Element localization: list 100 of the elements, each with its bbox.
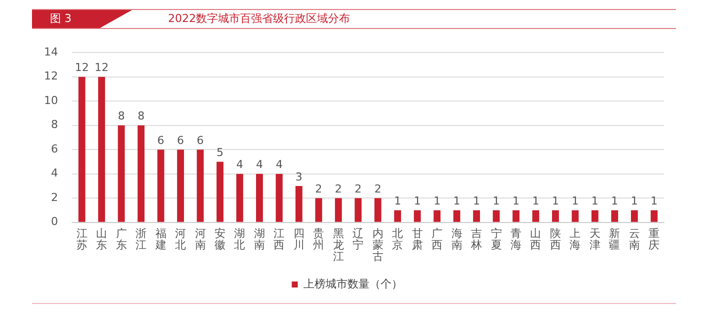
bar xyxy=(177,150,184,222)
x-tick-label: 山东 xyxy=(96,226,108,252)
data-label: 6 xyxy=(177,134,184,147)
data-label: 3 xyxy=(295,170,302,184)
x-tick-label: 福建 xyxy=(154,226,166,252)
bar xyxy=(256,174,263,222)
x-tick-label: 湖南 xyxy=(254,226,265,252)
data-label: 2 xyxy=(354,182,362,196)
x-tick-label: 上海 xyxy=(570,226,581,252)
bar xyxy=(374,198,382,222)
x-tick-label: 四川 xyxy=(293,226,304,252)
x-tick-label: 宁夏 xyxy=(490,226,502,252)
bar xyxy=(315,198,322,222)
x-tick-label: 吉林 xyxy=(470,226,482,252)
data-label: 1 xyxy=(611,194,618,208)
data-label: 12 xyxy=(74,61,89,74)
y-tick-label: 0 xyxy=(50,215,58,228)
x-tick-label: 贵州 xyxy=(313,226,324,252)
bar xyxy=(611,210,618,222)
data-label: 1 xyxy=(532,194,540,208)
data-label: 8 xyxy=(138,110,145,123)
data-label: 5 xyxy=(216,146,224,160)
bar xyxy=(434,210,441,222)
x-tick-label: 江苏 xyxy=(76,226,88,252)
y-tick-label: 14 xyxy=(44,45,58,58)
bar xyxy=(591,210,598,222)
bar xyxy=(532,210,540,222)
data-label: 12 xyxy=(94,61,109,74)
bar xyxy=(118,125,125,222)
x-tick-label: 内蒙古 xyxy=(372,226,384,264)
data-label: 4 xyxy=(256,158,263,172)
bar xyxy=(78,76,86,222)
x-tick-label: 黑龙江 xyxy=(332,226,344,264)
bar xyxy=(492,210,500,222)
data-label: 6 xyxy=(157,134,164,147)
x-tick-label: 天津 xyxy=(589,226,600,252)
x-tick-label: 安徽 xyxy=(214,226,226,252)
bar xyxy=(512,210,520,222)
data-label: 8 xyxy=(118,110,125,123)
bar xyxy=(354,198,362,222)
data-label: 4 xyxy=(276,158,283,172)
bar xyxy=(295,186,302,222)
x-tick-label: 湖北 xyxy=(234,226,246,252)
x-tick-label: 海南 xyxy=(451,226,462,252)
x-tick-label: 云南 xyxy=(628,226,640,252)
bar xyxy=(473,210,480,222)
data-label: 4 xyxy=(236,158,244,172)
bar xyxy=(394,210,402,222)
x-tick-label: 山西 xyxy=(530,226,542,252)
bar xyxy=(334,198,342,222)
data-label: 2 xyxy=(374,182,382,196)
bar xyxy=(157,150,164,222)
y-tick-label: 2 xyxy=(50,190,58,204)
x-tick-label: 青海 xyxy=(510,226,522,252)
data-label: 1 xyxy=(591,194,598,208)
data-label: 1 xyxy=(650,194,658,208)
bar xyxy=(572,210,579,222)
x-tick-label: 河南 xyxy=(194,226,206,252)
x-tick-label: 北京 xyxy=(392,226,404,252)
x-tick-label: 江西 xyxy=(274,226,285,252)
data-label: 1 xyxy=(434,194,441,208)
data-label: 1 xyxy=(453,194,460,208)
bar xyxy=(216,162,224,222)
bar xyxy=(453,210,460,222)
caption: 图 3 xyxy=(32,10,100,28)
bar xyxy=(138,125,145,222)
bar xyxy=(630,210,638,222)
x-tick-label: 浙江 xyxy=(136,226,147,252)
data-label: 2 xyxy=(315,182,322,196)
data-label: 6 xyxy=(196,134,204,147)
y-tick-label: 10 xyxy=(44,94,58,107)
data-label: 1 xyxy=(630,194,638,208)
y-tick-label: 12 xyxy=(44,70,58,83)
bar xyxy=(414,210,421,222)
bar xyxy=(552,210,559,222)
x-tick-label: 河北 xyxy=(175,226,186,252)
bar xyxy=(196,150,204,222)
bar xyxy=(276,174,283,222)
data-label: 1 xyxy=(572,194,579,208)
bar xyxy=(236,174,244,222)
data-label: 1 xyxy=(492,194,500,208)
x-tick-label: 陕西 xyxy=(550,226,561,252)
y-tick-label: 6 xyxy=(50,142,58,156)
data-label: 1 xyxy=(414,194,421,208)
y-tick-label: 4 xyxy=(50,166,58,180)
data-label: 1 xyxy=(473,194,480,208)
x-tick-label: 甘肃 xyxy=(412,226,423,252)
bar xyxy=(98,76,106,222)
bar xyxy=(650,210,658,222)
x-tick-label: 广西 xyxy=(432,226,443,252)
data-label: 2 xyxy=(334,182,342,196)
x-tick-label: 新疆 xyxy=(609,226,620,252)
data-label: 1 xyxy=(552,194,559,208)
x-tick-label: 广东 xyxy=(116,226,127,252)
data-label: 1 xyxy=(512,194,520,208)
y-tick-label: 8 xyxy=(50,118,58,132)
x-tick-label: 辽宁 xyxy=(352,226,364,252)
legend-label: 上榜城市数量（个） xyxy=(303,277,402,290)
data-label: 1 xyxy=(394,194,402,208)
chart-title: 2022数字城市百强省级行政区域分布 xyxy=(168,11,350,27)
